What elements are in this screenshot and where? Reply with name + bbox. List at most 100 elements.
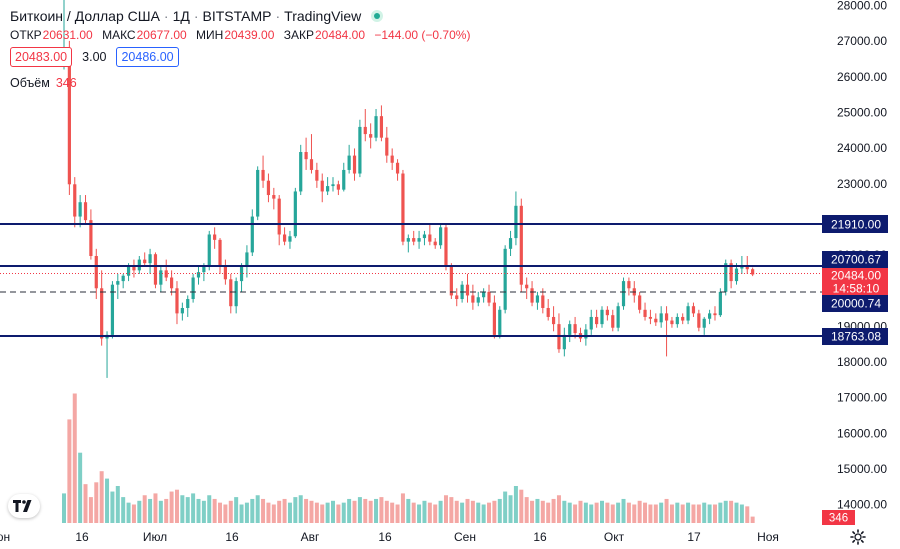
volume-bar	[131, 504, 136, 523]
volume-bar	[191, 493, 196, 523]
candle-body	[369, 134, 373, 138]
volume-bar	[605, 502, 610, 523]
price-label-line3: 20000.74	[822, 295, 888, 312]
volume-bar	[115, 486, 120, 523]
tradingview-logo-icon[interactable]	[8, 494, 40, 518]
volume-bar	[723, 500, 728, 523]
volume-legend[interactable]: Объём 346	[10, 76, 476, 90]
sell-button[interactable]: 20483.00	[10, 47, 73, 67]
time-tick-label: 17	[687, 530, 701, 544]
volume-bar	[417, 504, 422, 523]
candle-body	[638, 295, 642, 310]
volume-bar	[659, 502, 664, 523]
symbol-title[interactable]: Биткоин / Доллар США	[10, 8, 160, 24]
volume-bar	[643, 502, 648, 523]
volume-bar	[556, 495, 561, 523]
volume-bar	[653, 504, 658, 523]
volume-bar	[223, 504, 228, 523]
volume-bar	[148, 498, 153, 523]
time-tick-label: 16	[225, 530, 239, 544]
candle-body	[143, 259, 147, 264]
volume-bar	[185, 497, 190, 523]
time-tick-label: Ноя	[757, 530, 779, 544]
quote-row: 20483.00 3.00 20486.00	[10, 47, 476, 67]
candle-body	[492, 302, 496, 335]
candle-body	[282, 234, 287, 242]
volume-value: 346	[55, 76, 77, 90]
candle-body	[751, 269, 755, 275]
price-label-line4: 18763.08	[822, 328, 888, 345]
volume-bar	[492, 500, 497, 523]
price-label-current: 20484.00 14:58:10	[822, 268, 888, 296]
volume-bar	[589, 504, 594, 523]
volume-bar	[729, 500, 734, 523]
candle-body	[137, 259, 141, 271]
volume-bar	[422, 500, 427, 523]
candle-body	[78, 202, 82, 217]
volume-bar	[443, 495, 448, 523]
candle-body	[272, 195, 276, 199]
time-tick-label: Авг	[301, 530, 320, 544]
candle-body	[245, 252, 249, 267]
volume-bar	[562, 500, 567, 523]
candle-body	[471, 295, 475, 303]
volume-bars	[62, 393, 755, 523]
volume-bar	[331, 500, 335, 523]
volume-bar	[374, 498, 379, 523]
volume-bar	[454, 500, 459, 523]
gear-icon[interactable]	[850, 529, 866, 545]
candle-body	[299, 152, 303, 192]
market-open-status-icon[interactable]	[371, 10, 384, 22]
price-tick-label: 18000.00	[837, 355, 887, 369]
volume-bar	[250, 498, 255, 523]
candle-body	[412, 238, 416, 242]
candle-body	[568, 324, 572, 335]
candle-body	[648, 316, 653, 319]
separator: ·	[193, 8, 199, 24]
volume-bar	[476, 502, 481, 523]
volume-bar	[255, 495, 260, 523]
candle-body	[519, 205, 523, 285]
buy-button[interactable]: 20486.00	[116, 47, 179, 67]
candle-body	[202, 266, 206, 273]
volume-bar	[750, 516, 755, 523]
volume-bar	[503, 491, 508, 523]
candle-body	[498, 309, 502, 335]
candle-body	[686, 306, 690, 321]
candle-body	[159, 270, 163, 285]
candle-body	[347, 155, 351, 170]
candle-body	[643, 309, 647, 317]
svg-text:20484.00: 20484.00	[831, 269, 881, 283]
interval-label[interactable]: 1Д	[172, 8, 190, 24]
high-value: 20677.00	[136, 28, 187, 42]
volume-bar	[158, 500, 163, 523]
volume-bar	[105, 478, 110, 523]
candle-body	[315, 169, 319, 181]
candle-body	[326, 186, 330, 192]
close-value: 20484.00	[314, 28, 366, 42]
volume-bar	[363, 498, 368, 523]
time-axis[interactable]: Июн 16 Июл 16 Авг 16 Сен 16 Окт 17 Ноя	[0, 530, 779, 544]
candle-body	[476, 297, 480, 303]
volume-bar	[320, 504, 325, 523]
volume-bar	[62, 493, 66, 523]
volume-bar	[497, 498, 502, 523]
volume-bar	[207, 495, 212, 523]
price-label-line1: 21910.00	[822, 215, 888, 233]
volume-bar	[621, 498, 626, 523]
candle-body	[745, 266, 749, 270]
candle-body	[428, 234, 432, 242]
candle-body	[584, 329, 588, 339]
volume-bar	[126, 502, 131, 523]
volume-bar	[406, 498, 411, 523]
volume-badge: 346	[822, 510, 855, 525]
candle-body	[465, 284, 470, 296]
volume-bar	[244, 502, 249, 523]
symbol-header[interactable]: Биткоин / Доллар США · 1Д · BITSTAMP · T…	[10, 8, 476, 24]
volume-bar	[379, 497, 384, 523]
candle-body	[293, 191, 297, 237]
candle-body	[417, 238, 421, 242]
volume-bar	[72, 393, 77, 523]
volume-bar	[395, 504, 400, 523]
